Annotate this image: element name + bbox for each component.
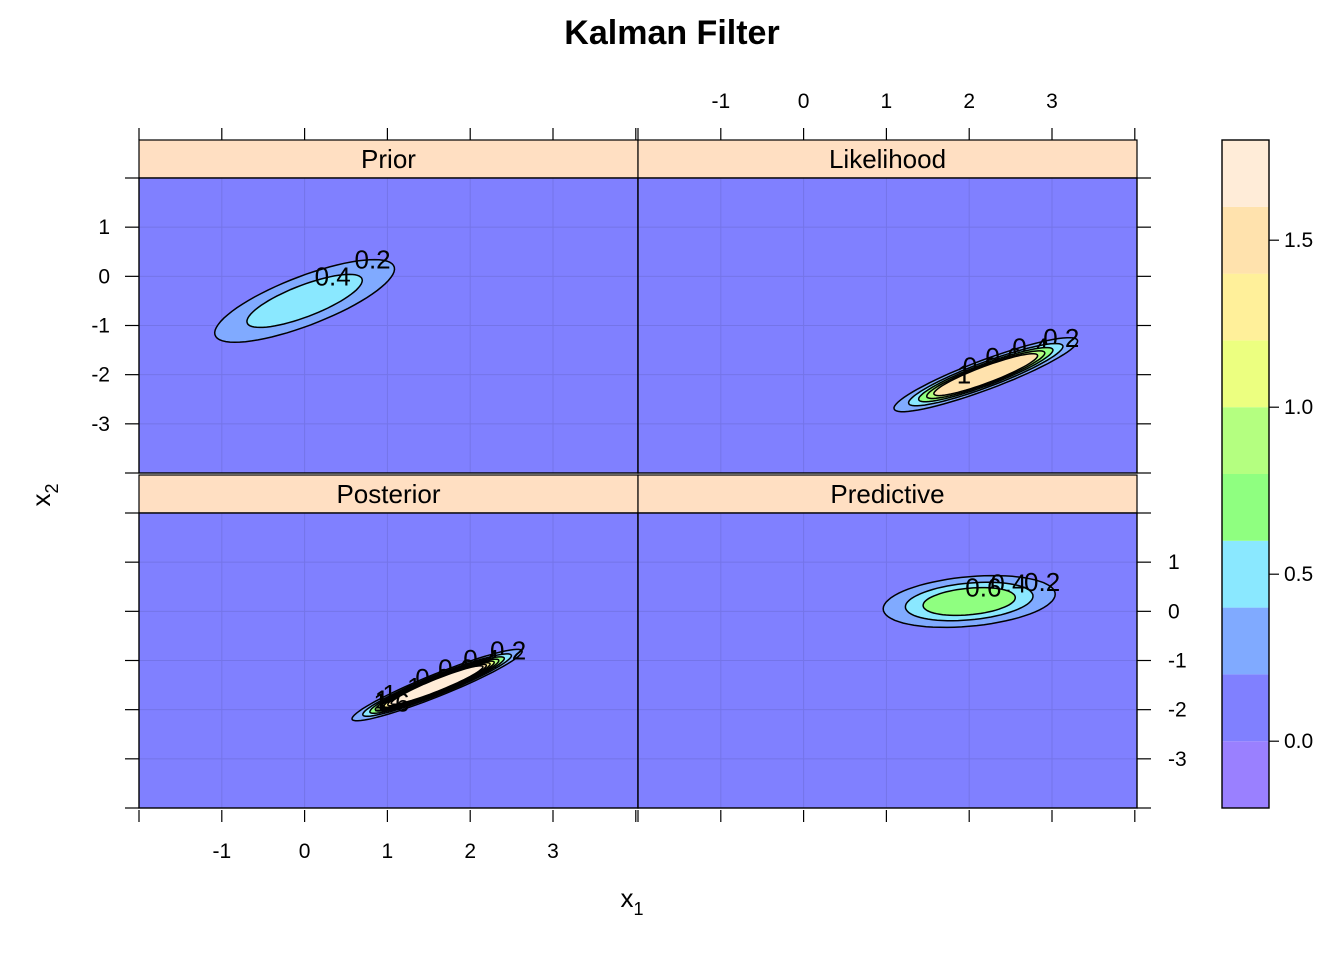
y-tick-label: -1 [91,315,110,338]
chart-title: Kalman Filter [564,14,779,52]
x-tick-label: 1 [382,840,394,863]
panel-strip [637,139,1138,179]
panel-strip-label: Prior [361,144,416,174]
y-tick-label: -1 [1168,650,1187,673]
x-tick-label: 3 [547,840,559,863]
panel-strip-label: Predictive [830,479,944,509]
color-key-band [1222,674,1269,742]
contour-layer: 0.20.40.6 [882,567,1060,629]
contour-label: 0.6 [965,573,1001,603]
color-key-band [1222,340,1269,408]
color-key-tick-label: 0.5 [1284,563,1313,586]
axes: -1 0 1 2 3 -1 0 1 2 3 -3 -2 -1 0 1 -3 -2 -1 0 1 [91,90,1186,863]
y-tick-label: -2 [91,364,110,387]
y-tick-label: -3 [91,413,110,436]
contour-level-1 [933,353,1039,397]
contour-label: 0.4 [315,261,351,291]
color-key-tick-label: 1.0 [1284,396,1313,419]
y-axis-label-subscript: 2 [42,483,62,493]
contour-label: 1 [957,360,971,390]
x-tick-label: 0 [798,90,810,113]
contour-level-0.4 [246,273,364,329]
x-tick-label: 2 [464,840,476,863]
color-key-band [1222,474,1269,541]
color-key-band [1222,273,1269,341]
y-tick-label: 1 [98,216,110,239]
x-tick-label: -1 [212,840,231,863]
contour-level-1.6 [390,665,484,706]
color-key-tick-label: 1.5 [1284,229,1313,252]
y-tick-label: -2 [1168,699,1187,722]
color-key-band [1222,206,1269,274]
color-key-frame [1221,139,1270,809]
contour-level-0.6 [922,586,1017,617]
x-tick-label: 0 [299,840,311,863]
color-key-band [1222,607,1269,675]
contour-layer: 0.20.40.60.811.21.41.6 [351,635,526,722]
panel-strip-label: Likelihood [829,144,946,174]
panel-grid: Prior 0.20.4 Likelihood 0.20.40.60.81 Poster… [138,139,1138,809]
color-key-tick-label: 0.0 [1284,730,1313,753]
panel-grid-lines [139,178,638,473]
panel-strip [138,139,639,179]
panel-predictive: Predictive 0.20.40.6 [637,474,1138,809]
x-tick-label: 1 [881,90,893,113]
y-axis-label: x2 [26,483,62,506]
color-key-band [1222,741,1269,808]
color-key-band [1222,140,1269,207]
x-axis-label-subscript: 1 [633,899,643,919]
panel-posterior: Posterior 0.20.40.60.811.21.41.6 [138,474,639,809]
x-axis-label: x1 [620,883,643,919]
y-tick-label: 1 [1168,551,1180,574]
color-key-band [1222,540,1269,608]
y-tick-label: 0 [98,265,110,288]
color-key-band [1222,407,1269,474]
panel-prior: Prior 0.20.4 [138,139,639,474]
x-tick-label: -1 [711,90,730,113]
y-tick-label: -3 [1168,748,1187,771]
contour-label: 0.2 [355,245,391,275]
x-tick-label: 3 [1046,90,1058,113]
y-tick-label: 0 [1168,600,1180,623]
contour-layer: 0.20.40.60.81 [893,323,1079,413]
panel-likelihood: Likelihood 0.20.40.60.81 [637,139,1138,474]
contour-label: 1.6 [373,687,409,717]
panel-strip-label: Posterior [336,479,440,509]
contour-layer: 0.20.4 [213,245,396,344]
color-key: 0.0 0.5 1.0 1.5 [1221,139,1313,809]
x-tick-label: 2 [963,90,975,113]
panel-grid-lines [638,513,1137,808]
panel-grid-lines [139,513,638,808]
panel-grid-lines [638,178,1137,473]
